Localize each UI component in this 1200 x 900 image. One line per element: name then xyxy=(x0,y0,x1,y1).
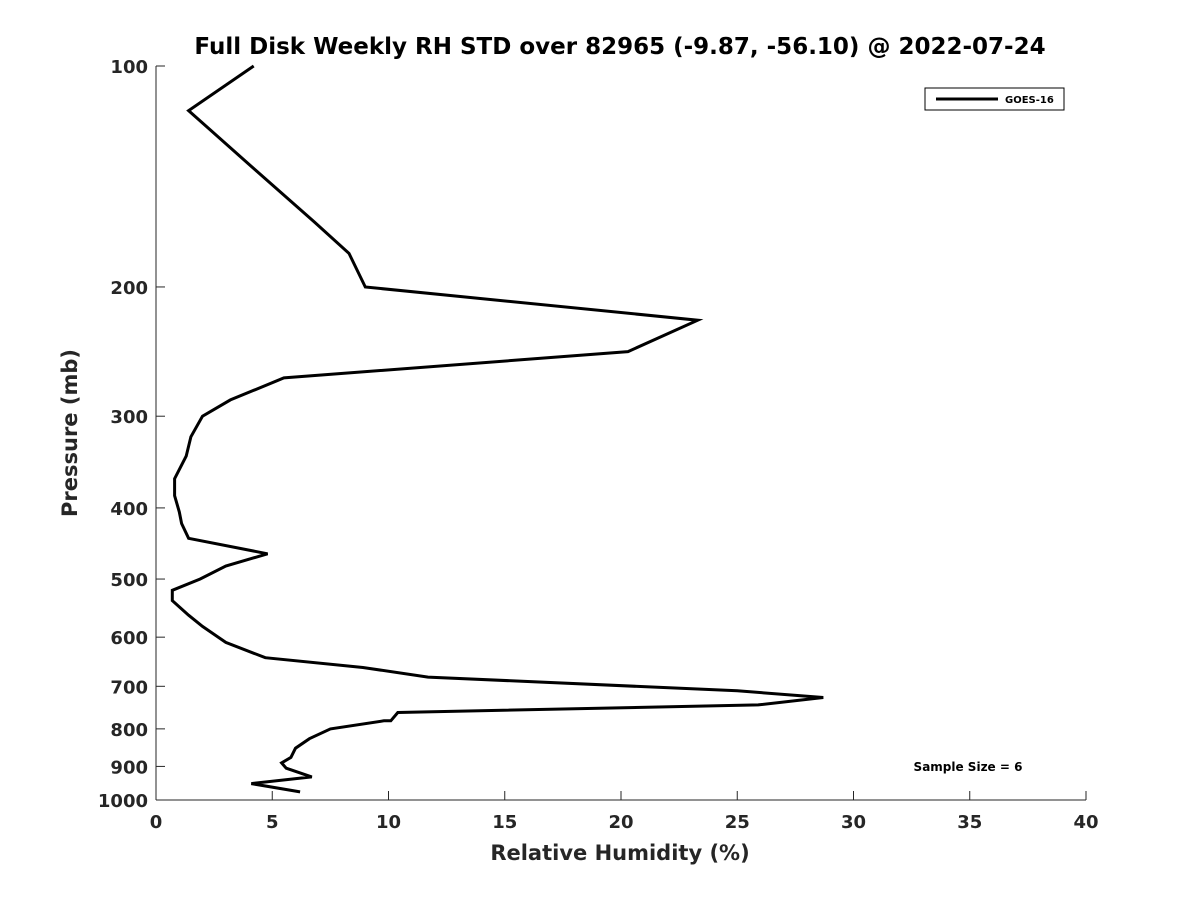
chart-title: Full Disk Weekly RH STD over 82965 (-9.8… xyxy=(194,34,1045,60)
x-tick-label: 15 xyxy=(492,812,517,833)
legend-label: GOES-16 xyxy=(1005,95,1054,106)
y-tick-label: 300 xyxy=(110,407,148,428)
series-layer xyxy=(170,64,824,794)
y-axis-label: Pressure (mb) xyxy=(58,349,82,517)
y-tick-label: 700 xyxy=(110,677,148,698)
y-tick-label: 900 xyxy=(110,757,148,778)
series-line-goes-16 xyxy=(170,64,824,794)
y-tick-label: 400 xyxy=(110,499,148,520)
x-tick-label: 30 xyxy=(841,812,866,833)
y-tick-label: 600 xyxy=(110,628,148,649)
legend: GOES-16 xyxy=(924,87,1065,111)
sample-size-annotation: Sample Size = 6 xyxy=(914,760,1023,774)
x-tick-label: 10 xyxy=(376,812,401,833)
x-tick-label: 20 xyxy=(608,812,633,833)
y-tick-label: 500 xyxy=(110,570,148,591)
x-tick-label: 5 xyxy=(266,812,279,833)
x-tick-label: 40 xyxy=(1073,812,1098,833)
y-tick-label: 1000 xyxy=(98,791,148,812)
plot-area xyxy=(155,66,1086,801)
y-tick-label: 100 xyxy=(110,57,148,78)
x-axis-ticks: 0 5 10 15 20 25 30 35 40 xyxy=(150,791,1099,833)
y-tick-label: 200 xyxy=(110,278,148,299)
x-tick-label: 35 xyxy=(957,812,982,833)
x-tick-label: 25 xyxy=(725,812,750,833)
y-tick-label: 800 xyxy=(110,720,148,741)
x-tick-label: 0 xyxy=(150,812,163,833)
x-axis-label: Relative Humidity (%) xyxy=(490,841,749,865)
y-axis-ticks: 100 200 300 400 500 600 700 800 900 1000 xyxy=(98,57,165,812)
